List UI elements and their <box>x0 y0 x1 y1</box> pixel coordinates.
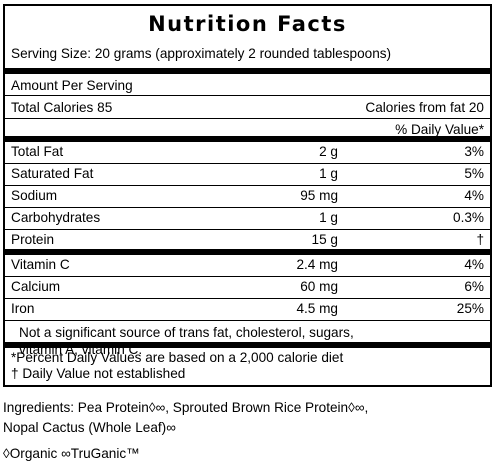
nutrient-row: Carbohydrates 1 g 0.3% <box>11 208 484 228</box>
nutrient-amount: 2 g <box>319 144 338 159</box>
divider <box>5 276 490 277</box>
nutrient-dv: 3% <box>464 144 484 159</box>
daily-value-header: % Daily Value* <box>395 122 484 137</box>
nutrient-amount: 15 g <box>311 232 338 247</box>
divider-thick <box>5 249 490 255</box>
amount-per-serving: Amount Per Serving <box>11 78 133 93</box>
nutrient-dv: 6% <box>464 279 484 294</box>
footnote-dv: *Percent Daily Values are based on a 2,0… <box>11 350 344 365</box>
nutrient-amount: 1 g <box>319 210 338 225</box>
nutrient-dv: 0.3% <box>453 210 484 225</box>
symbol-legend: ◊Organic ∞TruGanic™ <box>3 446 140 461</box>
ingredients: Ingredients: Pea Protein◊∞, Sprouted Bro… <box>3 398 483 438</box>
nutrient-dv: 5% <box>464 166 484 181</box>
nutrient-name: Total Fat <box>11 144 64 159</box>
ingredients-line: Ingredients: Pea Protein◊∞, Sprouted Bro… <box>3 400 369 415</box>
nutrient-name: Protein <box>11 232 55 247</box>
label-title: Nutrition Facts <box>148 12 347 36</box>
nutrient-name: Calcium <box>11 279 61 294</box>
divider-thick <box>5 68 490 74</box>
nutrient-amount: 95 mg <box>300 188 338 203</box>
calories-from-fat: Calories from fat 20 <box>365 100 484 115</box>
nutrient-dv: 4% <box>464 188 484 203</box>
nutrient-dv: 4% <box>464 257 484 272</box>
divider <box>5 207 490 208</box>
nutrition-facts-label: Nutrition Facts Serving Size: 20 grams (… <box>3 4 492 387</box>
nutrient-dv: 25% <box>456 301 484 316</box>
divider <box>5 118 490 119</box>
nutrient-row: Sodium 95 mg 4% <box>11 186 484 206</box>
nutrient-name: Iron <box>11 301 35 316</box>
nutrient-row: Calcium 60 mg 6% <box>11 277 484 297</box>
nutrient-row: Protein 15 g † <box>11 230 484 250</box>
nutrient-amount: 1 g <box>319 166 338 181</box>
ingredients-line: Nopal Cactus (Whole Leaf)∞ <box>3 420 176 435</box>
divider <box>5 320 490 321</box>
note-line: Not a significant source of trans fat, c… <box>19 325 354 340</box>
nutrient-name: Sodium <box>11 188 58 203</box>
nutrient-amount: 60 mg <box>300 279 338 294</box>
total-calories: Total Calories 85 <box>11 100 113 115</box>
nutrient-name: Vitamin C <box>11 257 70 272</box>
nutrient-row: Total Fat 2 g 3% <box>11 142 484 162</box>
divider <box>5 95 490 96</box>
divider <box>5 163 490 164</box>
serving-size: Serving Size: 20 grams (approximately 2 … <box>11 46 392 61</box>
divider <box>5 298 490 299</box>
nutrient-name: Carbohydrates <box>11 210 101 225</box>
nutrient-amount: 2.4 mg <box>296 257 338 272</box>
nutrient-amount: 4.5 mg <box>296 301 338 316</box>
nutrient-dv: † <box>476 232 484 247</box>
nutrient-name: Saturated Fat <box>11 166 94 181</box>
footnote-dagger: † Daily Value not established <box>11 366 186 381</box>
divider <box>5 185 490 186</box>
divider <box>5 229 490 230</box>
nutrient-row: Vitamin C 2.4 mg 4% <box>11 255 484 275</box>
divider-thick <box>5 342 490 348</box>
nutrient-row: Saturated Fat 1 g 5% <box>11 164 484 184</box>
divider-thick <box>5 136 490 142</box>
nutrient-row: Iron 4.5 mg 25% <box>11 299 484 319</box>
